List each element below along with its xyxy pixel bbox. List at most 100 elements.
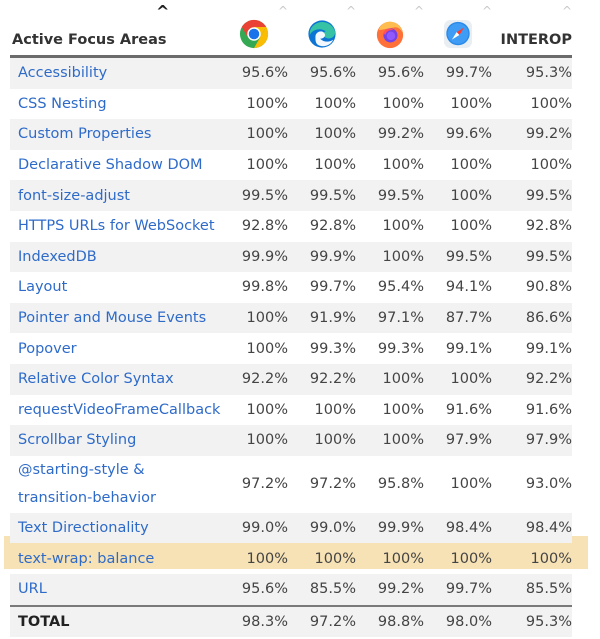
chrome-score: 95.6% (220, 56, 288, 89)
focus-area-link[interactable]: requestVideoFrameCallback (18, 401, 221, 418)
edge-score: 99.0% (288, 512, 356, 544)
edge-score: 99.9% (288, 241, 356, 273)
firefox-score: 99.5% (356, 180, 424, 211)
chrome-score: 100% (220, 149, 288, 181)
sort-caret-icon: ^ (481, 4, 492, 18)
sort-caret-icon: ^ (156, 2, 170, 21)
safari-score: 99.7% (424, 573, 492, 606)
interop-label: INTEROP (500, 32, 572, 48)
edge-score: 95.6% (288, 56, 356, 89)
focus-area-link[interactable]: URL (18, 581, 47, 598)
column-header-focus-areas[interactable]: Active Focus Areas ^ (10, 0, 220, 58)
table-row: Relative Color Syntax 92.2% 92.2% 100% 1… (10, 363, 572, 395)
interop-score: 99.2% (492, 119, 572, 150)
total-label: TOTAL (10, 604, 220, 638)
focus-area-link[interactable]: IndexedDB (18, 248, 97, 265)
total-row: TOTAL 98.3% 97.2% 98.8% 98.0% 95.3% (10, 604, 572, 638)
table-row: Text Directionality 99.0% 99.0% 99.9% 98… (10, 512, 572, 544)
interop-score: 95.3% (492, 56, 572, 89)
edge-score: 92.8% (288, 210, 356, 242)
sort-caret-icon: ^ (561, 4, 572, 18)
firefox-score: 99.9% (356, 512, 424, 544)
edge-score: 99.3% (288, 333, 356, 364)
interop-scores-table: Active Focus Areas ^ ^ (10, 0, 572, 638)
focus-area-link[interactable]: Scrollbar Styling (18, 432, 137, 449)
firefox-score: 100% (382, 550, 424, 567)
firefox-score: 99.3% (356, 333, 424, 364)
chrome-score: 99.0% (220, 512, 288, 544)
table-row: Custom Properties 100% 100% 99.2% 99.6% … (10, 119, 572, 150)
safari-score: 99.1% (424, 333, 492, 364)
safari-score: 99.6% (424, 119, 492, 150)
chrome-score: 99.8% (220, 272, 288, 303)
interop-score: 85.5% (492, 573, 572, 606)
table-header-row: Active Focus Areas ^ ^ (10, 0, 572, 58)
safari-score: 97.9% (424, 425, 492, 456)
focus-area-link[interactable]: Relative Color Syntax (18, 371, 174, 388)
table-row: CSS Nesting 100% 100% 100% 100% 100% (10, 88, 572, 120)
edge-score: 100% (288, 425, 356, 456)
focus-area-link[interactable]: Custom Properties (18, 126, 152, 143)
edge-score: 100% (288, 394, 356, 426)
table-row: URL 95.6% 85.5% 99.2% 99.7% 85.5% (10, 573, 572, 606)
chrome-score: 97.2% (220, 455, 288, 513)
column-title: Active Focus Areas (12, 32, 167, 48)
chrome-score: 100% (246, 550, 288, 567)
table-row: Scrollbar Styling 100% 100% 100% 97.9% 9… (10, 425, 572, 456)
interop-score: 100% (492, 149, 572, 181)
firefox-score: 100% (356, 363, 424, 395)
focus-area-link[interactable]: Text Directionality (18, 520, 149, 537)
focus-area-link[interactable]: Pointer and Mouse Events (18, 310, 207, 327)
interop-score: 93.0% (492, 455, 572, 513)
chrome-score: 100% (220, 425, 288, 456)
focus-area-link[interactable]: Popover (18, 340, 77, 357)
sort-caret-icon: ^ (345, 4, 356, 18)
focus-area-link[interactable]: font-size-adjust (18, 187, 130, 204)
interop-score: 90.8% (492, 272, 572, 303)
table-row: font-size-adjust 99.5% 99.5% 99.5% 100% … (10, 180, 572, 211)
interop-score: 92.8% (492, 210, 572, 242)
edge-score: 100% (288, 119, 356, 150)
focus-area-link[interactable]: HTTPS URLs for WebSocket (18, 218, 215, 235)
column-header-firefox[interactable]: ^ (356, 0, 424, 58)
chrome-total: 98.3% (220, 604, 288, 638)
table-row: Declarative Shadow DOM 100% 100% 100% 10… (10, 149, 572, 181)
interop-score: 92.2% (492, 363, 572, 395)
edge-score: 100% (314, 550, 356, 567)
column-header-chrome[interactable]: ^ (220, 0, 288, 58)
safari-score: 100% (424, 180, 492, 211)
column-header-interop[interactable]: INTEROP ^ (492, 0, 572, 58)
chrome-score: 92.8% (220, 210, 288, 242)
edge-score: 92.2% (288, 363, 356, 395)
focus-area-link[interactable]: Layout (18, 279, 68, 296)
interop-score: 99.5% (492, 241, 572, 273)
safari-score: 99.7% (424, 56, 492, 89)
firefox-score: 100% (356, 88, 424, 120)
chrome-score: 92.2% (220, 363, 288, 395)
chrome-score: 100% (220, 394, 288, 426)
focus-area-link[interactable]: CSS Nesting (18, 95, 107, 112)
column-header-safari[interactable]: ^ (424, 0, 492, 58)
chrome-score: 100% (220, 302, 288, 334)
safari-score: 100% (424, 210, 492, 242)
interop-score: 99.1% (492, 333, 572, 364)
safari-score: 100% (424, 149, 492, 181)
sort-caret-icon: ^ (413, 4, 424, 18)
focus-area-link[interactable]: Declarative Shadow DOM (18, 157, 203, 174)
edge-icon (308, 20, 336, 48)
table-row: Pointer and Mouse Events 100% 91.9% 97.1… (10, 302, 572, 334)
firefox-score: 100% (356, 241, 424, 273)
column-header-edge[interactable]: ^ (288, 0, 356, 58)
firefox-score: 95.6% (356, 56, 424, 89)
table-row: HTTPS URLs for WebSocket 92.8% 92.8% 100… (10, 210, 572, 242)
chrome-score: 99.9% (220, 241, 288, 273)
safari-score: 100% (424, 363, 492, 395)
focus-area-link[interactable]: @starting-style & transition-behavior (18, 456, 219, 512)
interop-score: 99.5% (492, 180, 572, 211)
focus-area-link[interactable]: Accessibility (18, 65, 108, 82)
edge-total: 97.2% (288, 604, 356, 638)
focus-area-link[interactable]: text-wrap: balance (18, 550, 155, 567)
firefox-total: 98.8% (356, 604, 424, 638)
safari-score: 99.5% (424, 241, 492, 273)
firefox-score: 95.4% (356, 272, 424, 303)
